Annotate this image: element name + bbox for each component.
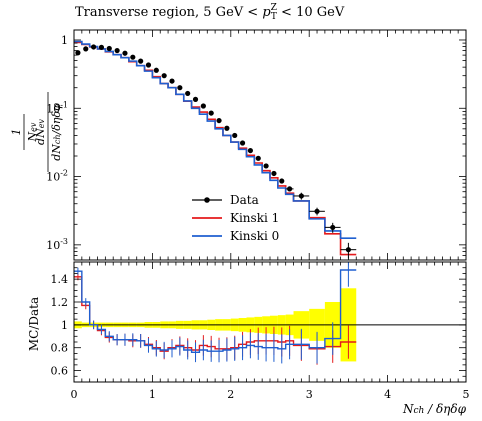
legend-label-data: Data — [230, 193, 259, 207]
data-point — [208, 110, 214, 116]
data-point — [192, 96, 199, 102]
y-tick-label-ratio: 0.8 — [51, 342, 69, 355]
x-axis-label: Nch / δηδφ — [402, 402, 467, 416]
data-point — [263, 163, 269, 169]
x-tick-label: 4 — [384, 388, 391, 401]
data-point — [177, 85, 183, 91]
data-point — [279, 178, 285, 184]
data-point — [314, 208, 320, 214]
y-tick-label-main: 10-3 — [46, 237, 68, 252]
data-point — [200, 103, 206, 109]
data-point — [91, 44, 97, 50]
chart-title: Transverse region, 5 GeV < pZ T < 10 GeV — [75, 3, 345, 22]
legend: Data Kinski 1 Kinski 0 — [192, 193, 279, 243]
legend-label-kinski-0: Kinski 0 — [230, 229, 279, 243]
y-axis-label-main: 1 Nev dNev dNch/δηδφ — [10, 92, 63, 172]
data-point — [247, 147, 253, 154]
svg-text:dNch/δηδφ: dNch/δηδφ — [50, 103, 63, 161]
main-panel: 110-110-210-3 — [46, 29, 467, 382]
data-point — [169, 78, 175, 84]
x-tick-label: 1 — [149, 388, 156, 401]
series-line-kinski-0 — [74, 40, 357, 240]
data-point — [153, 67, 159, 73]
y-tick-label-ratio: 1 — [61, 319, 68, 332]
y-tick-label-main: 1 — [61, 34, 68, 47]
data-point — [216, 117, 222, 124]
data-point — [345, 247, 351, 253]
x-tick-label: 3 — [306, 388, 313, 401]
data-point — [75, 50, 81, 56]
data-point — [138, 58, 144, 64]
y-tick-label-ratio: 1.4 — [51, 273, 69, 286]
x-tick-label: 2 — [227, 388, 234, 401]
series-line-kinski-1 — [74, 41, 357, 256]
data-point — [239, 140, 246, 146]
data-point — [98, 44, 105, 50]
svg-text:Nev: Nev — [26, 122, 39, 142]
svg-text:dNev: dNev — [34, 119, 47, 145]
ratio-panel: 0 1 2 3 4 5 0.6 0.8 1 1.2 1.4 — [51, 30, 470, 401]
data-point — [330, 224, 336, 231]
data-point — [130, 54, 136, 60]
data-point — [298, 193, 304, 199]
y-tick-label-main: 10-2 — [46, 169, 68, 184]
svg-text:1: 1 — [10, 129, 23, 136]
data-point — [271, 170, 277, 177]
data-point — [114, 47, 120, 54]
ratio-frame — [73, 261, 467, 383]
data-point — [161, 73, 167, 79]
legend-marker-data — [204, 197, 210, 203]
data-point — [106, 45, 112, 52]
ratio-line-kinski-0 — [74, 269, 357, 353]
x-tick-label: 0 — [71, 388, 78, 401]
y-axis-label-ratio: MC/Data — [27, 297, 41, 351]
y-tick-label-ratio: 1.2 — [51, 296, 69, 309]
data-point — [83, 46, 89, 52]
data-point — [122, 50, 128, 56]
x-tick-label: 5 — [463, 388, 470, 401]
data-point — [185, 90, 191, 97]
main-frame — [73, 29, 467, 261]
y-tick-label-ratio: 0.6 — [51, 365, 69, 378]
data-point — [224, 125, 230, 131]
data-point — [287, 186, 293, 192]
data-point — [145, 62, 152, 68]
data-point — [255, 155, 261, 161]
data-point — [232, 132, 238, 139]
legend-label-kinski-1: Kinski 1 — [230, 211, 279, 225]
